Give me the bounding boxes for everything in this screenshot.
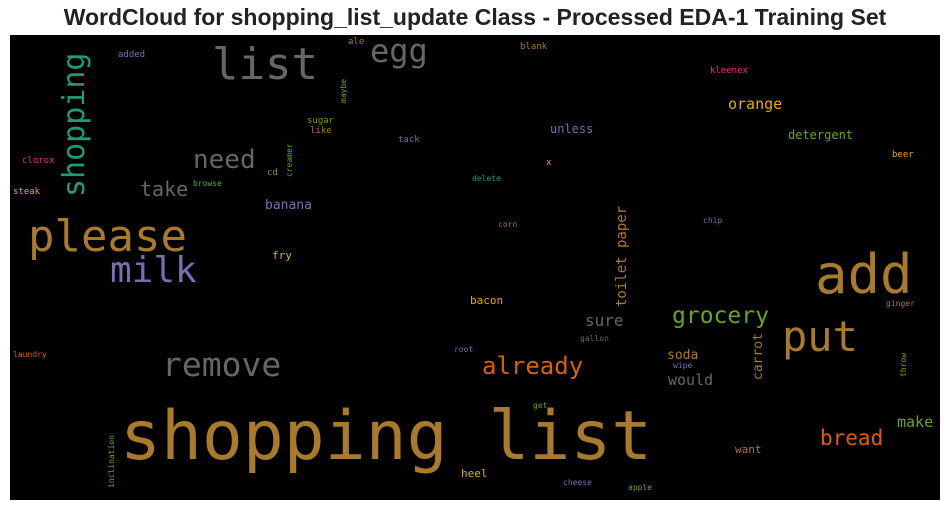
word-chip: chip <box>703 216 723 225</box>
chart-title: WordCloud for shopping_list_update Class… <box>63 4 887 30</box>
word-want: want <box>735 443 762 456</box>
word-unless: unless <box>550 122 594 136</box>
word-heel: heel <box>461 467 488 480</box>
word-steak: steak <box>13 187 41 197</box>
word-inclination: inclination <box>107 435 116 488</box>
word-detergent: detergent <box>788 128 854 142</box>
word-maybe: maybe <box>339 78 348 103</box>
word-get: get <box>533 401 548 410</box>
word-orange: orange <box>728 95 783 113</box>
word-please: please <box>28 211 187 262</box>
word-list: list <box>212 39 318 90</box>
word-clorox: clorox <box>22 156 55 166</box>
word-toilet-paper: toilet paper <box>614 205 630 307</box>
word-tack: tack <box>398 135 420 145</box>
word-sugar: sugar <box>307 116 335 126</box>
word-grocery: grocery <box>672 303 769 329</box>
word-corn: corn <box>498 220 518 229</box>
word-remove: remove <box>162 345 282 384</box>
word-make: make <box>897 413 934 431</box>
word-beer: beer <box>892 150 914 160</box>
word-added: added <box>118 50 146 60</box>
word-carrot: carrot <box>751 333 766 380</box>
word-gallon: gallon <box>580 334 609 343</box>
word-milk: milk <box>110 250 197 291</box>
word-kleenex: kleenex <box>710 66 748 76</box>
word-laundry: laundry <box>13 350 47 359</box>
word-creamer: creamer <box>285 143 294 177</box>
word-shopping-list: shopping list <box>120 397 653 476</box>
word-put: put <box>782 312 858 361</box>
word-x: x <box>546 158 552 168</box>
word-like: like <box>310 126 332 136</box>
word-root: root <box>454 345 474 354</box>
word-shopping: shopping <box>57 52 92 198</box>
word-add: add <box>815 243 913 306</box>
word-apple: apple <box>628 483 653 492</box>
word-blank: blank <box>520 42 548 52</box>
word-ale: ale <box>348 37 365 47</box>
word-egg: egg <box>370 35 428 70</box>
word-fry: fry <box>272 249 292 262</box>
word-banana: banana <box>265 198 312 213</box>
word-need: need <box>193 145 256 175</box>
word-bread: bread <box>820 426 884 450</box>
word-cheese: cheese <box>563 478 592 487</box>
word-throw: throw <box>899 352 908 377</box>
word-take: take <box>140 177 189 201</box>
word-delete: delete <box>472 174 501 183</box>
word-cd: cd <box>267 168 278 178</box>
word-ginger: ginger <box>886 299 915 308</box>
wordcloud-area: shopping list add please list shopping put mil… <box>10 35 940 500</box>
word-browse: browse <box>193 179 222 188</box>
word-soda: soda <box>667 348 699 363</box>
word-wipe: wipe <box>673 361 693 370</box>
word-would: would <box>668 371 714 389</box>
word-bacon: bacon <box>470 294 504 307</box>
word-sure: sure <box>585 311 624 330</box>
word-already: already <box>482 352 584 380</box>
